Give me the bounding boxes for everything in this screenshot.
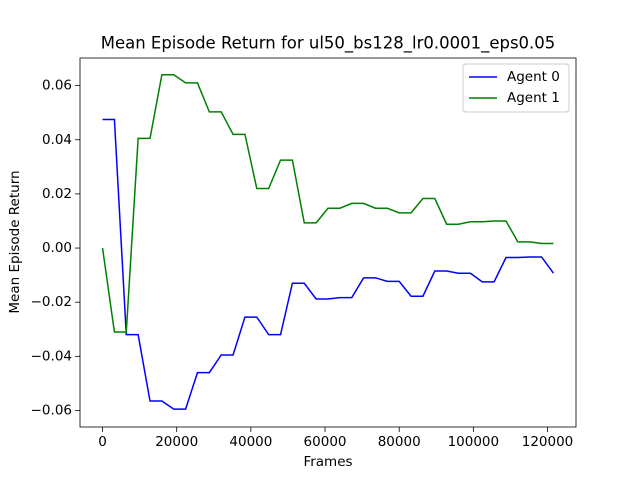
y-tick-label: 0.00: [42, 240, 72, 256]
x-tick-label: 100000: [448, 434, 500, 450]
series-line: [101, 74, 554, 333]
x-axis-label: Frames: [303, 454, 352, 470]
chart-title: Mean Episode Return for ul50_bs128_lr0.0…: [101, 34, 556, 54]
legend-label: Agent 0: [507, 69, 560, 85]
y-tick-label: −0.04: [31, 348, 72, 364]
x-tick-label: 120000: [522, 434, 574, 450]
y-tick-label: −0.02: [31, 294, 72, 310]
legend-box: [462, 63, 570, 113]
y-tick-label: −0.06: [31, 402, 72, 418]
x-tick-label: 60000: [304, 434, 347, 450]
y-tick-label: 0.06: [42, 78, 72, 94]
series-line: [102, 118, 555, 410]
legend-label: Agent 1: [507, 90, 560, 106]
y-axis-label: Mean Episode Return: [7, 170, 23, 313]
x-tick-label: 20000: [155, 434, 198, 450]
x-tick-label: 80000: [378, 434, 421, 450]
y-tick-label: 0.02: [42, 186, 72, 202]
x-tick-label: 40000: [229, 434, 272, 450]
axes-frame: [79, 57, 577, 428]
x-tick-label: 0: [98, 434, 107, 450]
y-tick-label: 0.04: [42, 132, 72, 148]
